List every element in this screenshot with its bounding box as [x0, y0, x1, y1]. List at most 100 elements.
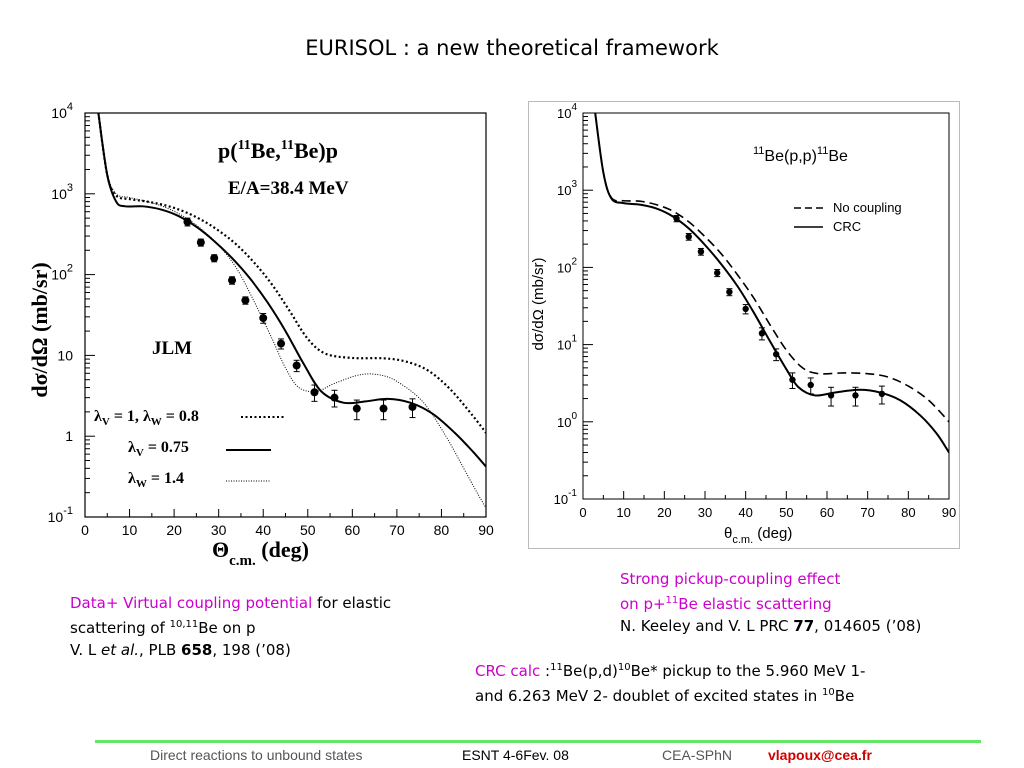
right-panel-frame: [528, 101, 960, 549]
y-tick-label: 10-1: [554, 488, 578, 507]
data-point: [772, 351, 780, 358]
data-point: [259, 314, 268, 323]
axis-ticks: [84, 112, 487, 518]
x-tick-label: 10: [616, 505, 630, 520]
x-axis-label: θc.m. (deg): [724, 525, 792, 546]
axis-ticks: [582, 112, 950, 500]
y-tick-labels: 104 103 102 101 100 10-1: [554, 102, 578, 507]
y-tick-label: 10-1: [48, 505, 73, 525]
x-axis-label: Θc.m. (deg): [212, 537, 309, 569]
data-point: [714, 269, 721, 277]
data-point: [228, 276, 237, 285]
legend-item-1-label: No coupling: [833, 200, 902, 215]
series-line-solid: [594, 113, 949, 454]
data-points-group: [673, 215, 886, 407]
x-tick-label: 60: [345, 522, 361, 538]
data-point: [758, 330, 766, 337]
series-group: [594, 113, 949, 454]
x-tick-label: 20: [657, 505, 671, 520]
y-axis-label: dσ/dΩ (mb/sr): [530, 258, 547, 351]
x-tick-label: 70: [860, 505, 874, 520]
x-tick-label: 80: [434, 522, 450, 538]
legend: λV = 1, λW = 0.8 λV = 0.75 λW = 1.4: [94, 408, 286, 490]
x-tick-label: 60: [820, 505, 834, 520]
legend: No coupling CRC: [794, 200, 902, 234]
data-point: [310, 388, 319, 397]
data-point: [878, 390, 886, 398]
y-tick-label: 104: [557, 102, 577, 121]
y-tick-label: 103: [557, 179, 577, 198]
plot-frame: [582, 112, 950, 500]
slide-title: EURISOL : a new theoretical framework: [305, 36, 719, 60]
legend-item-2-label: λV = 0.75: [128, 439, 189, 459]
y-tick-label: 10: [57, 347, 73, 363]
x-tick-label: 0: [81, 522, 89, 538]
data-point: [807, 381, 814, 389]
chart-annotation-jlm: JLM: [152, 338, 192, 359]
series-line-dotted-thin: [97, 113, 486, 509]
caption-left-highlight: Data+ Virtual coupling potential: [70, 594, 313, 612]
chart-subtitle: E/A=38.4 MeV: [228, 178, 349, 199]
data-point: [408, 402, 417, 411]
x-tick-label: 30: [698, 505, 712, 520]
caption-left: Data+ Virtual coupling potential for ela…: [70, 594, 392, 659]
y-tick-label: 104: [51, 101, 73, 121]
footer-left-text: Direct reactions to unbound states: [150, 747, 363, 763]
data-point: [196, 238, 205, 247]
series-line-dotted-bold: [97, 113, 486, 434]
y-tick-label: 101: [557, 334, 577, 353]
data-point: [697, 248, 705, 255]
series-group: [97, 113, 486, 509]
y-tick-label: 103: [51, 182, 73, 202]
data-point: [352, 404, 361, 413]
data-point: [292, 361, 301, 370]
y-tick-label: 102: [557, 256, 577, 275]
x-tick-label: 0: [579, 505, 586, 520]
x-tick-label: 10: [122, 522, 138, 538]
x-tick-label: 90: [942, 505, 956, 520]
x-tick-label: 40: [738, 505, 752, 520]
x-tick-label: 50: [779, 505, 793, 520]
y-tick-label: 1: [65, 428, 73, 444]
legend-item-2-label: CRC: [833, 219, 861, 234]
data-point: [852, 392, 859, 399]
data-points-group: [183, 217, 417, 421]
chart-title: p(11Be,11Be)p: [218, 138, 338, 163]
x-tick-label: 90: [478, 522, 494, 538]
data-point: [685, 233, 692, 240]
caption-right-bottom: CRC calc :11Be(p,d)10Be* pickup to the 5…: [475, 662, 866, 705]
chart-title: 11Be(p,p)11Be: [753, 145, 848, 165]
data-point: [210, 254, 219, 263]
footer-email-link[interactable]: vlapoux@cea.fr: [768, 747, 872, 763]
data-point: [673, 215, 680, 222]
y-tick-label: 102: [51, 263, 73, 283]
data-point: [277, 339, 286, 348]
caption-right-top: Strong pickup-coupling effect on p+11Be …: [620, 570, 922, 635]
x-tick-labels: 0 10 20 30 40 50 60 70 80 90: [81, 522, 494, 538]
data-point: [241, 296, 250, 305]
x-tick-label: 30: [211, 522, 227, 538]
legend-item-3-label: λW = 1.4: [128, 470, 184, 490]
data-point: [183, 217, 192, 226]
legend-item-1-label: λV = 1, λW = 0.8: [94, 408, 199, 428]
series-line-solid: [97, 113, 486, 468]
data-point: [742, 305, 749, 313]
x-tick-label: 70: [389, 522, 405, 538]
x-tick-labels: 0 10 20 30 40 50 60 70 80 90: [579, 505, 956, 520]
footer-divider: [95, 740, 981, 743]
y-tick-label: 100: [557, 411, 577, 430]
x-tick-label: 20: [166, 522, 182, 538]
data-point: [789, 376, 796, 383]
data-point: [726, 288, 733, 296]
data-point: [827, 392, 835, 399]
x-tick-label: 40: [255, 522, 271, 538]
y-axis-label: dσ/dΩ (mb/sr): [27, 262, 52, 397]
data-point: [379, 404, 388, 413]
x-tick-label: 50: [300, 522, 316, 538]
footer-org-text: CEA-SPhN: [662, 747, 733, 763]
x-tick-label: 80: [901, 505, 915, 520]
footer-event-text: ESNT 4-6Fev. 08: [462, 747, 569, 763]
